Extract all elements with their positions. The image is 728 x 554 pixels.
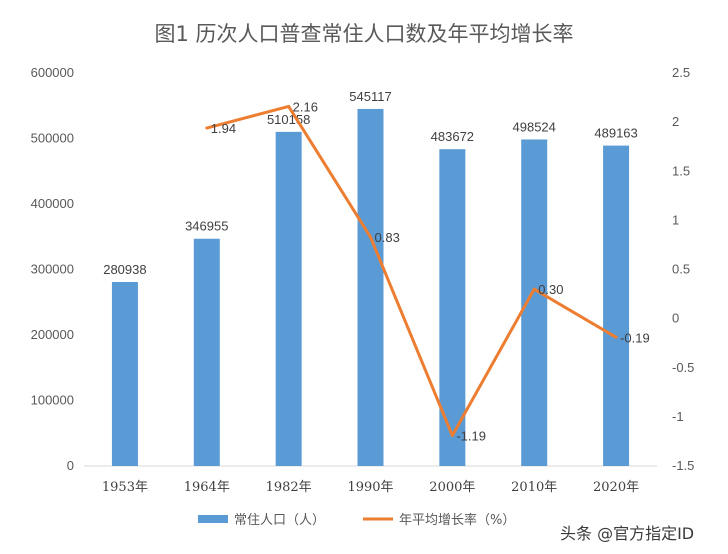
y-right-tick-label: 2.5 [672,65,690,80]
line-point [450,434,454,438]
line-series-growth-rate [206,104,617,438]
y-right-tick-label: -1.5 [672,458,694,473]
bar-data-label: 280938 [103,262,146,277]
line-data-label: 1.94 [211,121,236,136]
line-point [205,126,209,130]
y-right-tick-label: -1 [672,409,684,424]
x-category-label: 1990年 [347,480,393,495]
bar [603,145,630,466]
legend-label-population: 常住人口（人） [234,513,325,528]
y-right-tick-label: 1 [672,212,679,227]
y-left-tick-label: 300000 [31,262,74,277]
bar-data-label: 545117 [349,89,391,104]
y-left-tick-label: 200000 [31,327,74,342]
x-category-label: 2020年 [593,480,639,495]
line-point [369,235,372,239]
bar-data-label: 483672 [431,129,474,144]
bar-data-label: 346955 [185,219,228,234]
y-left-tick-label: 100000 [31,393,74,408]
line-data-label: -0.19 [620,330,650,345]
y-left-tick-label: 500000 [31,131,74,146]
y-left-tick-label: 400000 [31,196,74,211]
line-data-label: 0.83 [375,230,400,245]
bar [357,108,384,466]
bar [193,238,220,466]
bar-data-label: 489163 [594,126,637,141]
legend-swatch-population [198,515,228,523]
y-right-tick-label: 0 [672,311,679,326]
x-category-label: 1982年 [266,480,312,495]
bar-data-label: 498524 [513,119,556,134]
bar [111,281,138,466]
y-right-tick-label: 1.5 [672,163,690,178]
y-right-tick-label: 0.5 [672,262,690,277]
line-point [532,287,536,291]
line-data-label: -1.19 [456,429,486,444]
line-data-label: 0.30 [538,282,563,297]
chart-title: 图1 历次人口普查常住人口数及年平均增长率 [154,22,574,46]
y-left-tick-label: 600000 [31,65,74,80]
legend-label-growth-rate: 年平均增长率（%） [399,512,515,528]
line-point [287,104,291,108]
x-category-label: 2010年 [511,480,557,495]
x-category-label: 1953年 [102,480,148,495]
x-category-label: 2000年 [429,480,475,495]
y-left-tick-label: 0 [67,458,74,473]
y-right-tick-label: 2 [672,114,679,129]
x-category-label: 1964年 [184,480,230,495]
line-data-label: 2.16 [293,99,318,114]
line-point [614,335,618,339]
bar [275,131,302,467]
watermark: 头条 @官方指定ID [560,524,695,543]
y-right-tick-label: -0.5 [672,360,694,375]
